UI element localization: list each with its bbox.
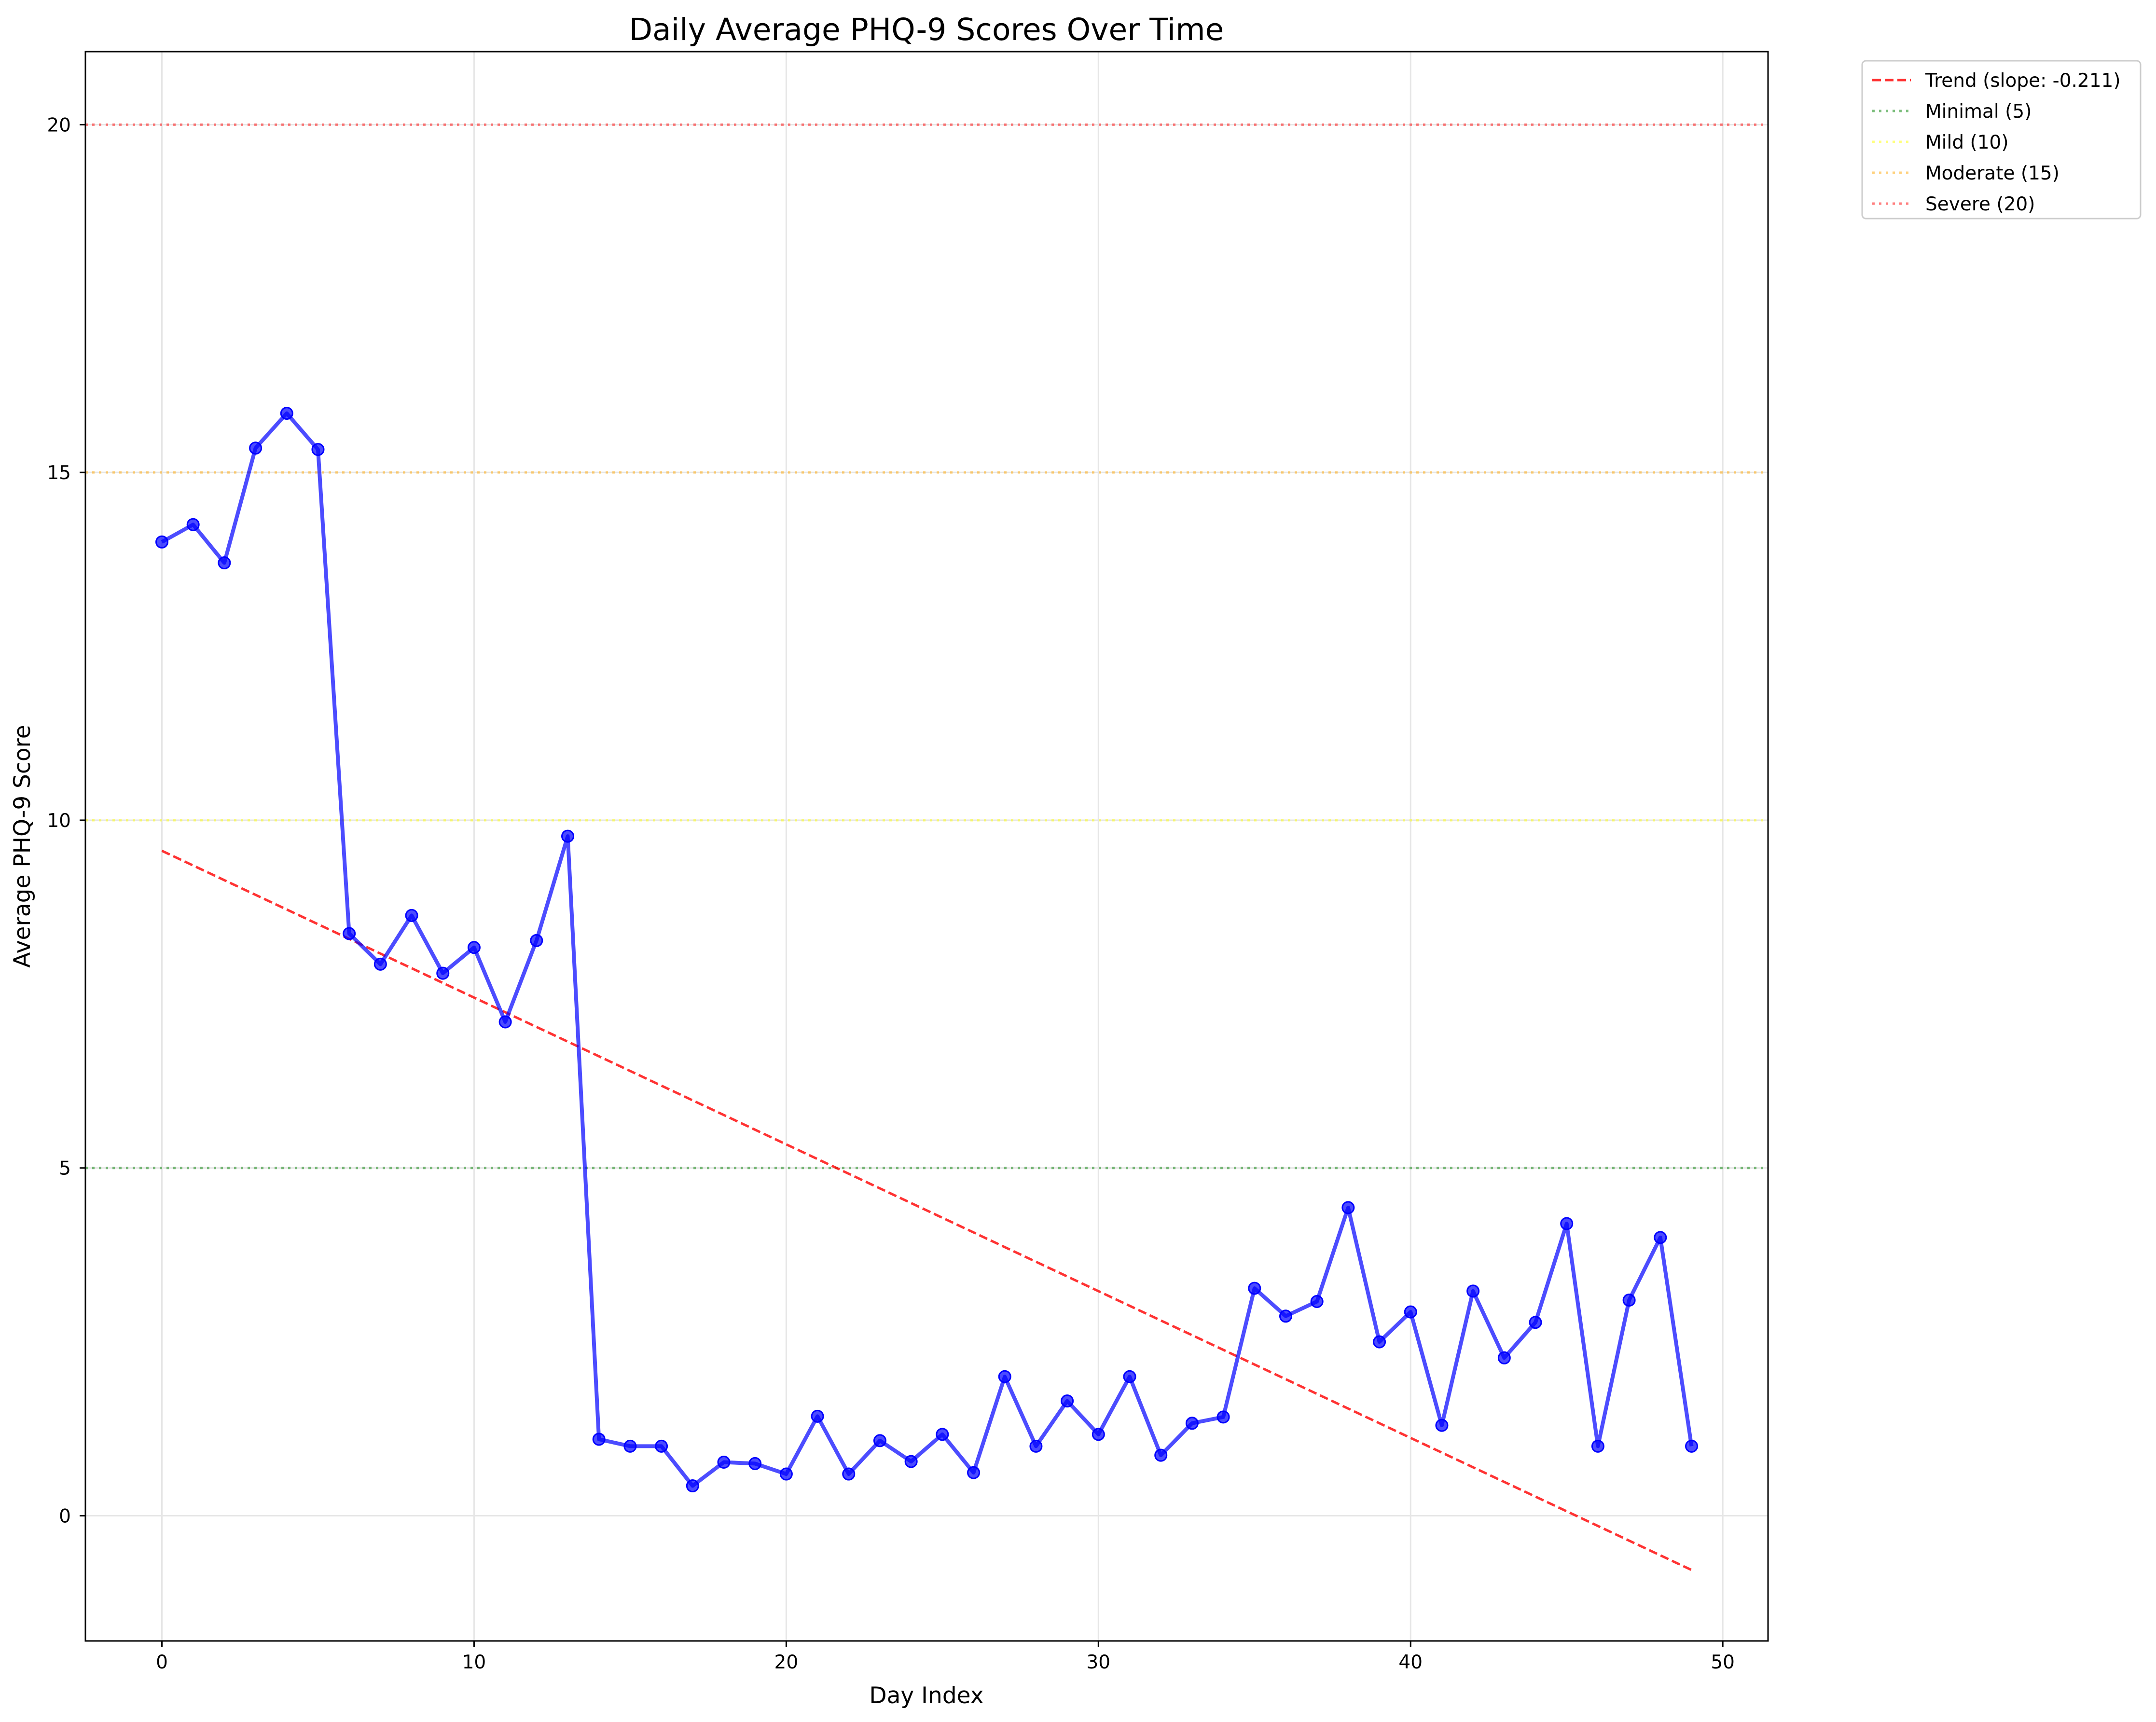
data-point bbox=[748, 1457, 762, 1470]
data-point bbox=[436, 966, 450, 980]
legend: Trend (slope: -0.211) Minimal (5) Mild (10… bbox=[1861, 60, 2142, 220]
data-point bbox=[1248, 1281, 1261, 1295]
y-axis-label: Average PHQ-9 Score bbox=[9, 725, 36, 967]
data-point bbox=[311, 443, 325, 456]
legend-label: Severe (20) bbox=[1925, 193, 2035, 215]
y-tick-label: 20 bbox=[47, 114, 71, 136]
data-point bbox=[1029, 1439, 1043, 1453]
data-point bbox=[467, 941, 481, 954]
data-point bbox=[936, 1428, 949, 1441]
data-point bbox=[1373, 1335, 1386, 1349]
data-point bbox=[498, 1015, 512, 1029]
data-point bbox=[1497, 1351, 1511, 1364]
x-tick-label: 50 bbox=[1711, 1652, 1735, 1673]
data-point bbox=[717, 1456, 731, 1469]
data-point bbox=[873, 1434, 886, 1447]
y-tick-label: 0 bbox=[59, 1506, 71, 1528]
reference-lines bbox=[85, 123, 1768, 1170]
data-point bbox=[811, 1409, 824, 1423]
data-point bbox=[530, 934, 543, 947]
data-point bbox=[1685, 1439, 1698, 1453]
data-point bbox=[1341, 1201, 1355, 1214]
data-point bbox=[1154, 1448, 1168, 1462]
data-point bbox=[1404, 1305, 1417, 1319]
legend-frame bbox=[1861, 60, 2142, 220]
chart-title: Daily Average PHQ-9 Scores Over Time bbox=[629, 12, 1224, 47]
data-point bbox=[1279, 1309, 1292, 1323]
data-point bbox=[1654, 1231, 1667, 1244]
legend-label: Moderate (15) bbox=[1925, 163, 2059, 184]
data-point bbox=[1435, 1419, 1449, 1432]
data-point bbox=[655, 1439, 668, 1453]
plot-frame bbox=[84, 51, 1769, 1642]
trend-line bbox=[161, 850, 1692, 1571]
data-point bbox=[186, 518, 200, 531]
data-point bbox=[155, 535, 168, 549]
data-point bbox=[904, 1455, 918, 1468]
data-point bbox=[1310, 1295, 1324, 1309]
data-point bbox=[1185, 1417, 1199, 1430]
series-layer bbox=[155, 407, 1698, 1571]
data-point bbox=[1591, 1439, 1604, 1453]
data-point bbox=[779, 1467, 793, 1481]
data-point bbox=[280, 407, 293, 420]
legend-label: Trend (slope: -0.211) bbox=[1925, 70, 2121, 92]
x-tick-label: 0 bbox=[156, 1652, 168, 1673]
x-axis-label: Day Index bbox=[869, 1682, 983, 1709]
legend-label: Minimal (5) bbox=[1925, 101, 2032, 123]
data-point bbox=[1123, 1370, 1136, 1383]
data-point bbox=[623, 1439, 637, 1453]
data-point bbox=[343, 927, 356, 940]
data-point bbox=[842, 1467, 856, 1481]
y-tick-label: 5 bbox=[59, 1158, 71, 1180]
data-point bbox=[249, 441, 263, 455]
data-point bbox=[1560, 1217, 1574, 1230]
data-point bbox=[1622, 1294, 1636, 1307]
x-axis-ticks: 0 10 20 30 40 50 bbox=[156, 1641, 1735, 1673]
series-line bbox=[161, 411, 1694, 1488]
y-tick-label: 10 bbox=[47, 810, 71, 832]
data-point bbox=[405, 909, 418, 922]
data-point bbox=[967, 1466, 981, 1479]
data-point bbox=[592, 1433, 606, 1446]
data-point bbox=[1061, 1394, 1074, 1408]
data-point bbox=[1466, 1284, 1480, 1298]
data-point bbox=[561, 829, 575, 843]
x-tick-label: 10 bbox=[462, 1652, 486, 1673]
x-tick-label: 40 bbox=[1398, 1652, 1423, 1673]
x-tick-label: 30 bbox=[1086, 1652, 1110, 1673]
legend-label: Mild (10) bbox=[1925, 132, 2009, 153]
data-point bbox=[686, 1479, 699, 1493]
data-point bbox=[1216, 1410, 1230, 1424]
data-point bbox=[373, 957, 387, 971]
y-axis-ticks: 0 5 10 15 20 bbox=[47, 114, 85, 1528]
data-point bbox=[218, 556, 231, 570]
data-point bbox=[1092, 1428, 1105, 1441]
grid-lines bbox=[85, 52, 1768, 1641]
data-point bbox=[998, 1370, 1011, 1383]
data-point bbox=[1529, 1316, 1542, 1329]
x-tick-label: 20 bbox=[774, 1652, 799, 1673]
y-tick-label: 15 bbox=[47, 462, 71, 484]
